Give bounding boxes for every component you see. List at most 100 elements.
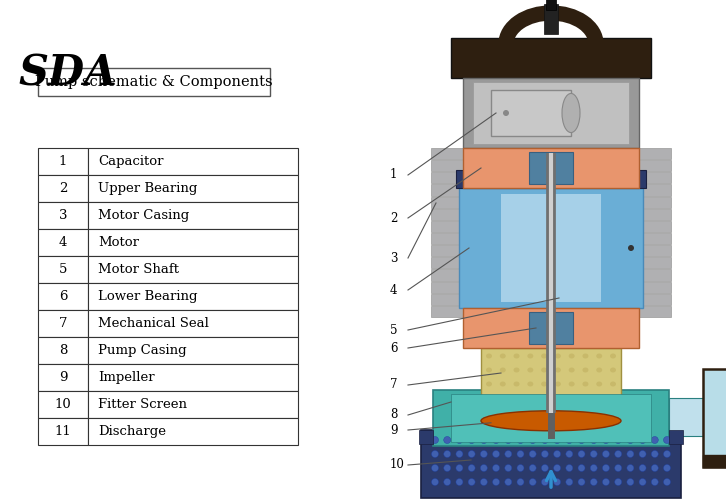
Bar	[38, 418, 88, 445]
Circle shape	[590, 436, 597, 444]
Bar	[38, 337, 88, 364]
Ellipse shape	[568, 382, 575, 387]
Bar	[88, 256, 298, 283]
Text: 9: 9	[390, 423, 398, 436]
Circle shape	[481, 478, 487, 485]
Ellipse shape	[568, 367, 575, 372]
Text: 11: 11	[54, 425, 71, 438]
Bar	[481, 348, 621, 398]
Bar	[703, 455, 726, 467]
Circle shape	[456, 451, 463, 458]
Bar	[38, 310, 88, 337]
Bar	[88, 229, 298, 256]
Circle shape	[542, 451, 548, 458]
Circle shape	[492, 465, 499, 472]
Bar	[38, 148, 88, 175]
Circle shape	[615, 436, 621, 444]
Text: 8: 8	[59, 344, 68, 357]
Circle shape	[542, 478, 548, 485]
Bar	[431, 245, 671, 257]
Circle shape	[481, 465, 487, 472]
Circle shape	[468, 451, 475, 458]
Text: Capacitor: Capacitor	[98, 155, 163, 168]
Circle shape	[554, 465, 560, 472]
Text: 2: 2	[390, 212, 397, 224]
Circle shape	[554, 478, 560, 485]
Ellipse shape	[499, 382, 506, 387]
Ellipse shape	[486, 353, 492, 358]
Ellipse shape	[582, 353, 589, 358]
Bar	[529, 152, 573, 184]
Bar	[38, 68, 270, 96]
Circle shape	[468, 478, 475, 485]
Circle shape	[639, 478, 646, 485]
Bar	[431, 257, 671, 269]
Ellipse shape	[562, 93, 580, 133]
Circle shape	[542, 465, 548, 472]
Circle shape	[517, 465, 524, 472]
Bar	[463, 308, 639, 348]
Circle shape	[566, 451, 573, 458]
Ellipse shape	[541, 367, 547, 372]
Circle shape	[578, 436, 585, 444]
Bar	[431, 209, 671, 220]
Bar	[501, 194, 601, 302]
Text: Upper Bearing: Upper Bearing	[98, 182, 197, 195]
Text: 8: 8	[390, 409, 397, 421]
Circle shape	[554, 451, 560, 458]
Bar	[88, 148, 298, 175]
Ellipse shape	[610, 367, 616, 372]
Bar	[38, 364, 88, 391]
Ellipse shape	[541, 353, 547, 358]
Bar	[546, 0, 556, 10]
Circle shape	[431, 451, 439, 458]
Circle shape	[590, 478, 597, 485]
Bar	[88, 337, 298, 364]
Circle shape	[444, 436, 451, 444]
Ellipse shape	[610, 382, 616, 387]
Bar	[431, 306, 671, 317]
Text: 5: 5	[59, 263, 68, 276]
Circle shape	[639, 436, 646, 444]
Circle shape	[627, 465, 634, 472]
Bar	[451, 394, 651, 442]
Circle shape	[639, 465, 646, 472]
Text: 7: 7	[390, 379, 398, 392]
Text: 9: 9	[59, 371, 68, 384]
Ellipse shape	[568, 353, 575, 358]
Bar	[491, 90, 571, 136]
Circle shape	[578, 478, 585, 485]
Ellipse shape	[555, 353, 561, 358]
Circle shape	[529, 451, 537, 458]
Circle shape	[431, 436, 439, 444]
Ellipse shape	[555, 382, 561, 387]
Circle shape	[505, 465, 512, 472]
Ellipse shape	[582, 367, 589, 372]
Circle shape	[517, 451, 524, 458]
Text: Discharge: Discharge	[98, 425, 166, 438]
Circle shape	[503, 110, 509, 116]
Text: Fitter Screen: Fitter Screen	[98, 398, 187, 411]
Circle shape	[664, 478, 671, 485]
Text: 1: 1	[390, 168, 397, 181]
Circle shape	[603, 451, 609, 458]
Ellipse shape	[541, 382, 547, 387]
Text: SDA: SDA	[18, 52, 116, 94]
Circle shape	[517, 478, 524, 485]
Circle shape	[456, 436, 463, 444]
Circle shape	[639, 451, 646, 458]
Circle shape	[628, 245, 634, 251]
Text: Mechanical Seal: Mechanical Seal	[98, 317, 209, 330]
Ellipse shape	[486, 367, 492, 372]
Bar	[38, 229, 88, 256]
Circle shape	[517, 436, 524, 444]
Circle shape	[651, 451, 658, 458]
Ellipse shape	[499, 353, 506, 358]
Circle shape	[664, 451, 671, 458]
Circle shape	[590, 451, 597, 458]
Bar	[431, 197, 671, 208]
Circle shape	[603, 478, 609, 485]
Circle shape	[456, 478, 463, 485]
Bar	[431, 160, 671, 171]
Bar	[459, 188, 643, 308]
